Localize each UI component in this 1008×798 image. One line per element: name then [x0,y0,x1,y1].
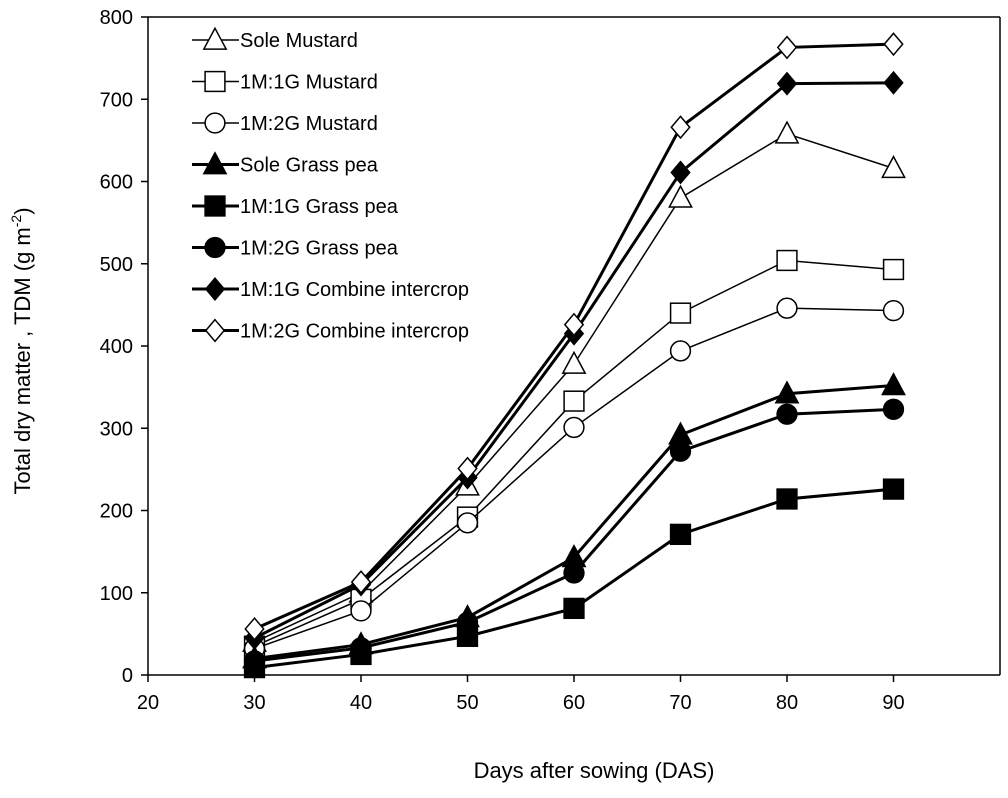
legend-item: 1M:1G Mustard [192,70,378,94]
data-point [670,115,691,140]
legend-item: 1M:2G Mustard [192,112,378,135]
data-point [350,570,372,595]
data-point [563,390,585,412]
data-point [456,611,479,634]
legend-item: 1M:2G Grass pea [192,236,399,260]
legend-marker [204,195,226,217]
data-point [668,184,693,208]
legend-label: Sole Mustard [240,30,358,52]
legend-marker [204,70,226,93]
x-tick-label: 90 [882,692,904,714]
series-6 [243,398,905,672]
y-tick-label: 0 [122,665,133,687]
series-2 [243,249,905,657]
x-axis-title: Days after sowing (DAS) [474,758,715,783]
legend-marker [204,236,226,259]
legend-marker [202,151,228,175]
data-point [669,523,692,546]
x-tick-label: 30 [243,692,265,714]
legend-marker [204,318,226,343]
y-tick-label: 700 [100,89,133,111]
legend-label: 1M:1G Grass pea [240,196,399,218]
x-tick-label: 70 [669,692,691,714]
legend: Sole Mustard 1M:1G Mustard 1M:2G Mustard So… [192,26,469,343]
x-tick-label: 50 [456,692,478,714]
data-point [669,440,692,462]
data-point [776,488,798,510]
legend-label: Sole Grass pea [240,155,379,177]
data-point [561,350,587,374]
data-point [563,597,585,620]
legend-label: 1M:2G Grass pea [240,238,399,260]
data-point [883,70,904,95]
legend-item: 1M:1G Combine intercrop [192,277,469,301]
data-point [669,302,692,324]
legend-marker [204,112,226,134]
legend-marker [204,277,226,301]
legend-item: 1M:2G Combine intercrop [192,318,469,343]
series-8 [244,32,904,641]
data-point [456,512,479,534]
data-point [563,562,585,584]
data-point [244,616,265,641]
y-tick-label: 100 [100,583,133,605]
data-point [881,155,906,179]
data-point [776,297,798,319]
data-point [776,71,798,96]
y-tick-label: 200 [100,501,133,523]
data-point [774,120,800,144]
legend-label: 1M:1G Combine intercrop [240,279,469,301]
y-axis-title-unit-sup: -2 [8,215,24,228]
y-axis-title: Total dry matter , TDM (g m-2) [8,207,35,494]
data-point [774,380,800,404]
y-tick-label: 400 [100,336,133,358]
x-tick-label: 80 [776,692,798,714]
legend-item: Sole Mustard [192,26,358,52]
data-point [882,258,905,281]
data-point [563,416,585,439]
data-point [776,249,798,272]
data-point [350,600,372,622]
data-point [881,372,906,396]
series-line [254,407,894,663]
legend-label: 1M:1G Mustard [240,72,378,94]
legend-marker [202,26,228,50]
y-tick-label: 800 [100,7,133,29]
legend-label: 1M:2G Mustard [240,113,378,135]
data-point [670,160,691,185]
data-point [350,637,372,659]
y-ticks: 0 100 200 300 400 500 600 700 800 [100,7,148,687]
data-point [776,403,798,425]
data-point [243,650,266,672]
x-ticks: 20 30 40 50 60 70 80 90 [137,675,905,714]
data-point [882,299,905,322]
x-tick-label: 20 [137,692,159,714]
data-point [669,340,692,362]
data-point [457,456,478,481]
y-axis-title-text: Total dry matter , TDM (g m [10,227,35,494]
legend-item: 1M:1G Grass pea [192,195,399,218]
x-tick-label: 40 [350,692,372,714]
series-layer [242,32,906,679]
y-tick-label: 500 [100,254,133,276]
y-tick-label: 300 [100,418,133,440]
legend-item: Sole Grass pea [192,151,379,177]
legend-label: 1M:2G Combine intercrop [240,321,469,343]
data-point [882,478,905,500]
data-point [883,32,904,57]
x-tick-label: 60 [563,692,585,714]
y-axis-title-close: ) [10,207,35,214]
data-point [776,35,798,60]
data-point [882,398,905,420]
y-tick-label: 600 [100,172,133,194]
data-point [563,312,585,337]
